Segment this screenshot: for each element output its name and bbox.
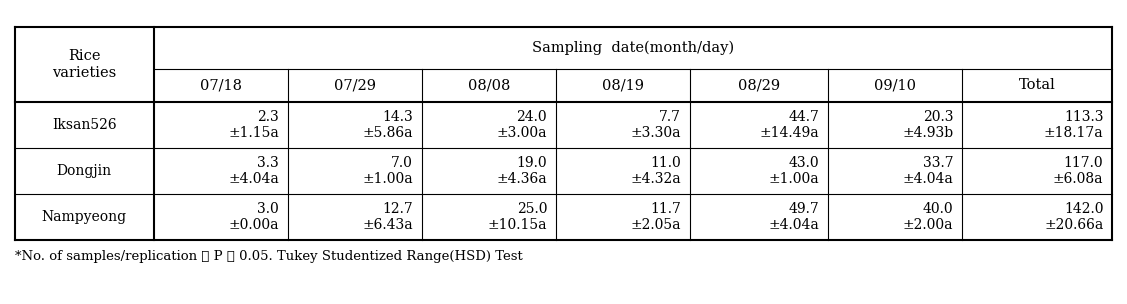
- Text: 14.3
±5.86a: 14.3 ±5.86a: [363, 110, 412, 140]
- Text: 142.0
±20.66a: 142.0 ±20.66a: [1044, 202, 1103, 232]
- Text: 19.0
±4.36a: 19.0 ±4.36a: [497, 156, 548, 186]
- Text: 3.0
±0.00a: 3.0 ±0.00a: [229, 202, 278, 232]
- Text: 08/19: 08/19: [602, 78, 645, 92]
- Text: 40.0
±2.00a: 40.0 ±2.00a: [903, 202, 953, 232]
- Text: 11.7
±2.05a: 11.7 ±2.05a: [631, 202, 682, 232]
- Text: 117.0
±6.08a: 117.0 ±6.08a: [1053, 156, 1103, 186]
- Text: 113.3
±18.17a: 113.3 ±18.17a: [1044, 110, 1103, 140]
- Text: 7.7
±3.30a: 7.7 ±3.30a: [631, 110, 682, 140]
- Text: 20.3
±4.93b: 20.3 ±4.93b: [903, 110, 953, 140]
- Text: 11.0
±4.32a: 11.0 ±4.32a: [631, 156, 682, 186]
- Text: 3.3
±4.04a: 3.3 ±4.04a: [228, 156, 278, 186]
- Text: Sampling  date(month/day): Sampling date(month/day): [532, 41, 734, 55]
- Text: Dongjin: Dongjin: [56, 164, 112, 178]
- Text: Total: Total: [1019, 78, 1056, 92]
- Text: 43.0
±1.00a: 43.0 ±1.00a: [769, 156, 819, 186]
- Text: 08/29: 08/29: [738, 78, 780, 92]
- Text: 08/08: 08/08: [468, 78, 511, 92]
- Text: 2.3
±1.15a: 2.3 ±1.15a: [228, 110, 278, 140]
- Text: 09/10: 09/10: [875, 78, 916, 92]
- Text: Rice
varieties: Rice varieties: [52, 50, 116, 80]
- Text: 12.7
±6.43a: 12.7 ±6.43a: [363, 202, 412, 232]
- Text: 44.7
±14.49a: 44.7 ±14.49a: [760, 110, 819, 140]
- Text: Iksan526: Iksan526: [52, 118, 116, 132]
- Text: 33.7
±4.04a: 33.7 ±4.04a: [903, 156, 953, 186]
- Text: 07/18: 07/18: [199, 78, 242, 92]
- Text: 49.7
±4.04a: 49.7 ±4.04a: [769, 202, 819, 232]
- Text: *No. of samples/replication ： P ＜ 0.05. Tukey Studentized Range(HSD) Test: *No. of samples/replication ： P ＜ 0.05. …: [15, 250, 523, 263]
- Text: 25.0
±10.15a: 25.0 ±10.15a: [488, 202, 548, 232]
- Text: 24.0
±3.00a: 24.0 ±3.00a: [497, 110, 548, 140]
- Text: Nampyeong: Nampyeong: [42, 210, 126, 224]
- Text: 07/29: 07/29: [334, 78, 376, 92]
- Text: 7.0
±1.00a: 7.0 ±1.00a: [363, 156, 412, 186]
